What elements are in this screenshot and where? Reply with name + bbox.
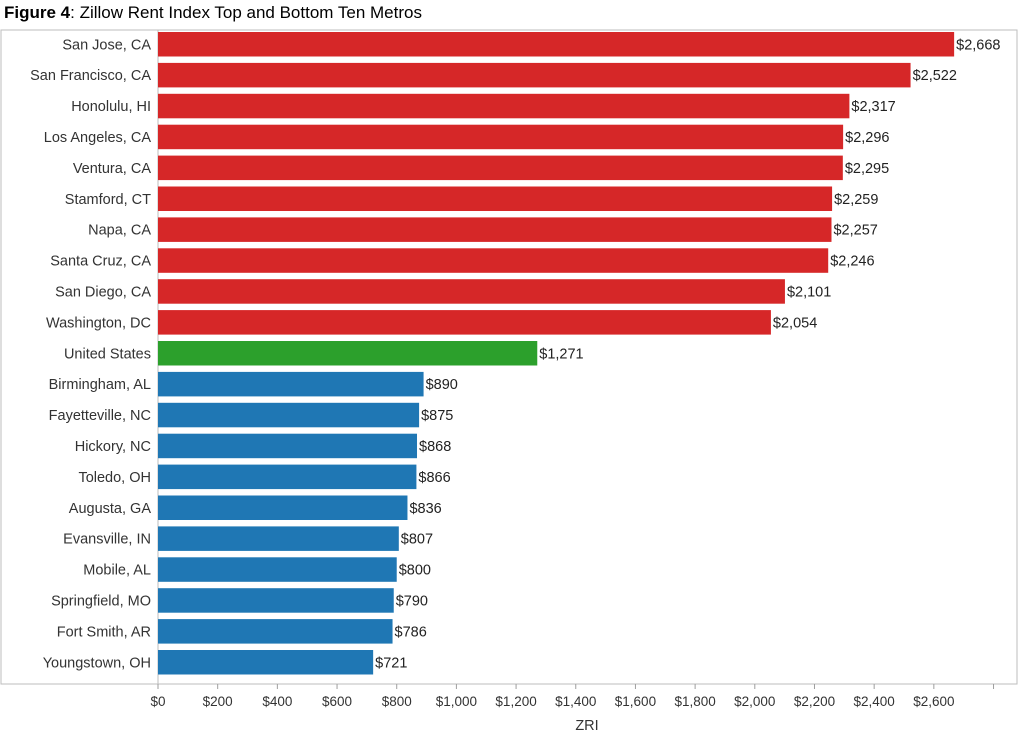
data-label: $721: [375, 655, 407, 671]
bar[interactable]: [158, 557, 397, 582]
category-label: San Jose, CA: [62, 37, 151, 53]
category-label: Ventura, CA: [73, 161, 152, 177]
category-label: Fort Smith, AR: [57, 624, 151, 640]
data-label: $2,317: [851, 99, 895, 115]
data-label: $836: [409, 501, 441, 517]
bar[interactable]: [158, 402, 420, 428]
data-label: $790: [396, 593, 428, 609]
data-label: $2,522: [913, 68, 957, 84]
bar[interactable]: [158, 371, 424, 397]
bar[interactable]: [158, 650, 374, 675]
category-label: Mobile, AL: [83, 563, 151, 579]
bar[interactable]: [158, 433, 418, 459]
data-label: $866: [418, 470, 450, 486]
category-label: Evansville, IN: [63, 532, 151, 548]
x-tick-label: $0: [150, 694, 165, 709]
category-label: San Francisco, CA: [30, 68, 151, 84]
plot-frame: [0, 29, 1018, 685]
category-label: Stamford, CT: [65, 192, 151, 208]
category-label: Youngstown, OH: [43, 655, 151, 671]
bar[interactable]: [158, 32, 955, 57]
category-label: United States: [64, 346, 151, 362]
bar[interactable]: [158, 124, 844, 150]
bar[interactable]: [158, 186, 833, 212]
data-label: $1,271: [539, 346, 583, 362]
bar[interactable]: [158, 62, 911, 88]
figure-number: Figure 4: [4, 3, 71, 22]
x-tick-label: $1,400: [555, 694, 596, 709]
bar[interactable]: [158, 464, 417, 490]
category-label: Birmingham, AL: [49, 377, 151, 393]
data-label: $786: [395, 624, 427, 640]
category-label: Washington, DC: [46, 315, 151, 331]
data-label: $2,101: [787, 284, 831, 300]
x-tick-label: $1,600: [615, 694, 656, 709]
data-label: $890: [426, 377, 458, 393]
bar[interactable]: [158, 248, 829, 273]
category-label: Augusta, GA: [69, 501, 152, 517]
bar[interactable]: [158, 526, 399, 551]
category-label: San Diego, CA: [55, 284, 151, 300]
bar[interactable]: [158, 279, 785, 304]
category-label: Honolulu, HI: [71, 99, 151, 115]
data-label: $875: [421, 408, 453, 424]
bar[interactable]: [158, 619, 393, 644]
bar[interactable]: [158, 341, 538, 366]
bar[interactable]: [158, 93, 850, 119]
data-label: $2,259: [834, 192, 878, 208]
data-label: $807: [401, 532, 433, 548]
bar[interactable]: [158, 155, 843, 181]
data-label: $2,246: [830, 254, 874, 270]
x-tick-label: $1,000: [436, 694, 477, 709]
chart-title: Figure 4: Zillow Rent Index Top and Bott…: [4, 3, 422, 23]
x-tick-label: $200: [203, 694, 233, 709]
x-tick-label: $1,200: [495, 694, 536, 709]
data-label: $800: [399, 563, 431, 579]
category-label: Los Angeles, CA: [44, 130, 152, 146]
data-label: $2,295: [845, 161, 889, 177]
category-label: Hickory, NC: [75, 439, 151, 455]
x-tick-label: $2,400: [854, 694, 895, 709]
category-label: Toledo, OH: [78, 470, 151, 486]
x-axis-title: ZRI: [575, 718, 598, 734]
bar[interactable]: [158, 588, 394, 613]
x-tick-label: $800: [382, 694, 412, 709]
bar[interactable]: [158, 495, 408, 521]
data-label: $868: [419, 439, 451, 455]
x-tick-label: $1,800: [674, 694, 715, 709]
x-tick-label: $2,000: [734, 694, 775, 709]
x-tick-label: $400: [262, 694, 292, 709]
x-tick-label: $2,200: [794, 694, 835, 709]
data-label: $2,668: [956, 37, 1000, 53]
x-tick-label: $600: [322, 694, 352, 709]
category-label: Napa, CA: [88, 223, 151, 239]
x-tick-label: $2,600: [913, 694, 954, 709]
chart-title-text: : Zillow Rent Index Top and Bottom Ten M…: [70, 3, 422, 22]
data-label: $2,296: [845, 130, 889, 146]
bar[interactable]: [158, 217, 832, 242]
category-label: Fayetteville, NC: [49, 408, 151, 424]
data-label: $2,054: [773, 315, 817, 331]
category-label: Santa Cruz, CA: [50, 254, 151, 270]
bar[interactable]: [158, 310, 771, 335]
category-label: Springfield, MO: [51, 593, 151, 609]
data-label: $2,257: [833, 223, 877, 239]
